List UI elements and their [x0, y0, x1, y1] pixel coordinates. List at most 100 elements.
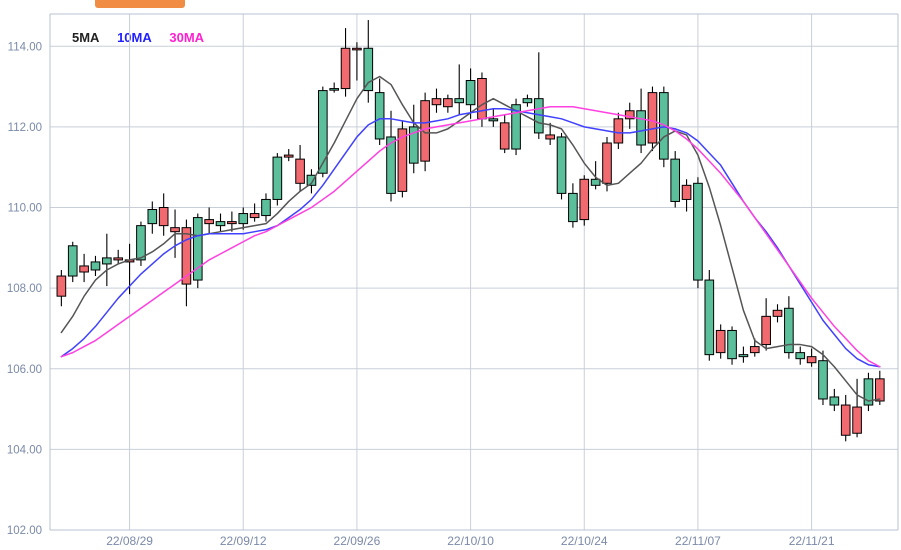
x-axis-tick-label: 22/10/10 [447, 534, 494, 548]
candle-body [852, 406, 862, 434]
candlestick [636, 88, 646, 154]
candlestick [852, 378, 862, 438]
candle-body [102, 257, 112, 265]
legend-item-30ma[interactable]: 30MA [169, 30, 205, 45]
candle-body [386, 136, 396, 194]
candlestick [352, 42, 362, 81]
candle-body [818, 360, 828, 400]
x-axis-tick-label: 22/10/24 [561, 534, 608, 548]
candle-body [556, 136, 567, 194]
candle-body [568, 192, 578, 223]
candlestick [443, 94, 453, 113]
candle-body [715, 329, 726, 354]
candle-body [738, 354, 749, 358]
candle-body [340, 47, 351, 90]
grid-lines [50, 14, 898, 531]
candlestick [568, 183, 578, 228]
candlestick [431, 88, 442, 113]
candlestick [533, 52, 544, 139]
candlestick [374, 78, 385, 146]
candlestick [181, 219, 192, 307]
candle-body [363, 47, 374, 92]
ma-line-30ma [60, 105, 881, 368]
candle-body [772, 309, 783, 317]
candlestick [329, 82, 340, 93]
candle-body [727, 329, 737, 360]
candlestick [647, 86, 658, 152]
candlestick [545, 122, 555, 146]
candlestick [499, 114, 510, 154]
candle-body [215, 221, 226, 227]
candlestick [215, 213, 226, 232]
y-axis-tick-label: 108.00 [7, 283, 42, 295]
candle-body [79, 265, 89, 273]
y-axis-tick-label: 112.00 [8, 122, 42, 134]
candlestick [829, 388, 840, 412]
candlestick [522, 94, 533, 107]
candlestick [840, 394, 851, 442]
y-axis-tick-label: 106.00 [7, 364, 42, 376]
candle-body [829, 396, 840, 406]
candlestick [488, 108, 499, 127]
candle-body [170, 227, 180, 233]
x-axis-tick-label: 22/09/26 [334, 534, 381, 548]
candlestick [102, 233, 112, 287]
legend-item-10ma[interactable]: 10MA [117, 30, 152, 45]
candlestick [397, 120, 408, 198]
candle-body [806, 356, 817, 364]
candle-body [408, 126, 419, 164]
candle-body [624, 110, 635, 120]
candle-body [90, 261, 101, 271]
candlestick [386, 110, 396, 202]
candlestick [863, 372, 874, 412]
plot-frame [49, 13, 899, 531]
candle-body [67, 245, 78, 277]
candle-body [874, 378, 885, 402]
candle-body [647, 92, 658, 144]
candle-body [465, 80, 476, 106]
candlestick [363, 20, 374, 103]
candle-body [613, 118, 624, 144]
candlestick [147, 201, 158, 234]
candle-body [227, 221, 237, 225]
candlestick [283, 149, 294, 162]
candle-body [522, 98, 533, 104]
x-axis-tick-label: 22/11/07 [675, 534, 721, 548]
active-tab-indicator[interactable] [95, 0, 185, 8]
candlestick [784, 296, 794, 359]
candlestick [56, 269, 67, 307]
candlestick [113, 249, 124, 264]
candlestick [795, 346, 806, 365]
candlestick [79, 253, 89, 283]
candle-body [113, 257, 124, 261]
candle-body [704, 279, 715, 356]
candlestick [511, 98, 521, 156]
candlestick [408, 104, 419, 174]
candle-body [56, 275, 67, 297]
candlestick [624, 102, 635, 129]
legend-item-5ma[interactable]: 5MA [72, 30, 100, 45]
candle-body [488, 118, 499, 122]
candlestick [818, 350, 828, 406]
candle-body [659, 92, 669, 160]
candle-body [295, 158, 305, 184]
candlestick [602, 136, 612, 192]
candle-body [147, 209, 158, 225]
candlestick [192, 213, 203, 289]
candlestick [67, 241, 78, 283]
candle-body [477, 78, 487, 120]
candle-body [636, 110, 646, 146]
candlestick [249, 203, 260, 222]
candlestick [295, 145, 305, 192]
ma-legend: 5MA 10MA 30MA [72, 30, 218, 45]
candle-body [317, 90, 328, 174]
candlestick [420, 92, 430, 172]
candlestick [715, 324, 726, 359]
candle-body [863, 378, 874, 406]
candle-body [397, 128, 408, 192]
candlestick [227, 211, 237, 232]
candle-body [204, 219, 214, 225]
candle-body [579, 178, 590, 221]
candlestick [579, 175, 590, 226]
candlestick [749, 338, 760, 357]
